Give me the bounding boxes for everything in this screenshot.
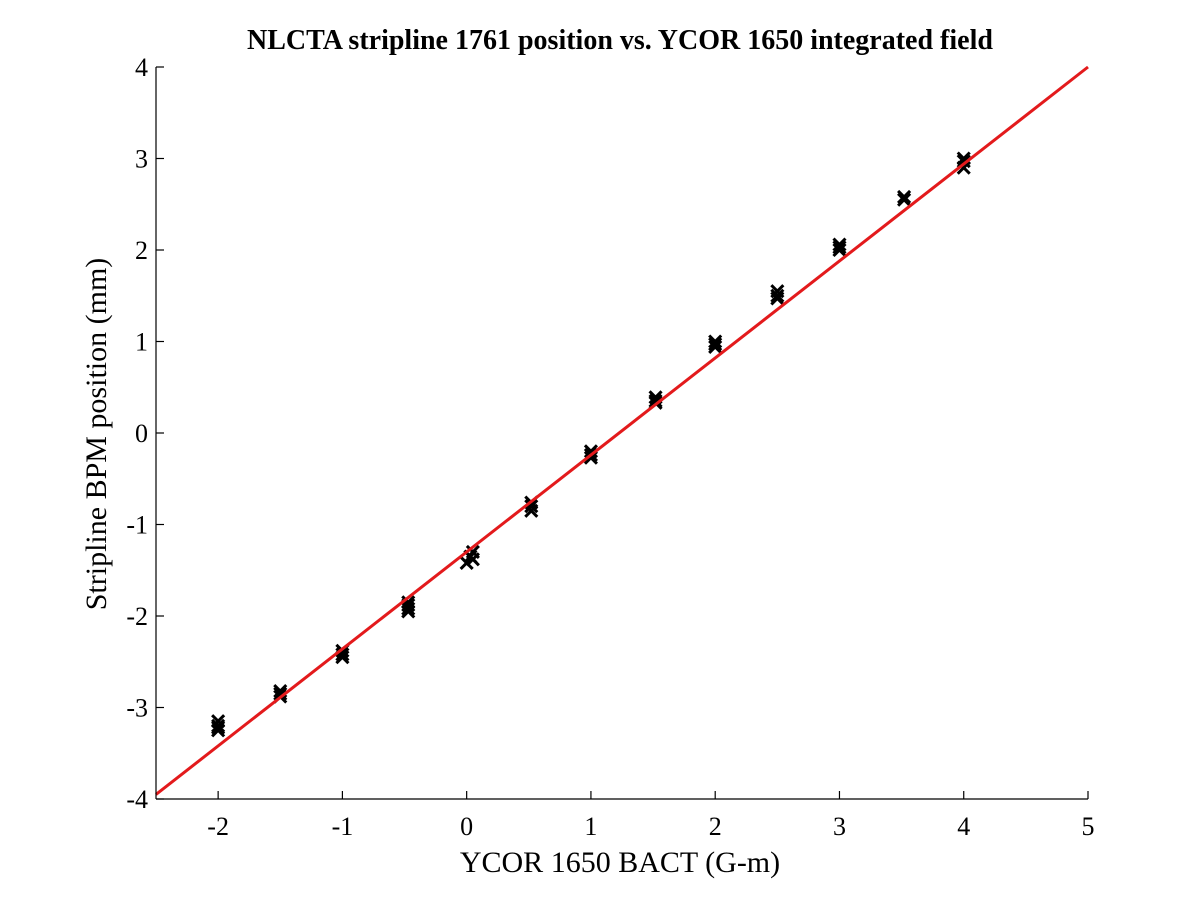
data-point (897, 189, 912, 204)
data-point (273, 686, 288, 701)
y-tick-label: -4 (126, 785, 148, 814)
x-axis-label: YCOR 1650 BACT (G-m) (460, 846, 780, 879)
y-tick-label: 1 (135, 328, 148, 357)
data-point (465, 552, 480, 567)
data-point (708, 337, 723, 352)
y-tick-label: 4 (135, 53, 148, 82)
data-point (770, 288, 785, 303)
x-tick-label: 3 (833, 812, 846, 841)
x-tick-label: 0 (460, 812, 473, 841)
data-point (401, 604, 416, 619)
data-point (401, 601, 416, 616)
x-tick-label: -2 (207, 812, 229, 841)
data-point (956, 160, 971, 175)
y-tick-label: -2 (126, 602, 148, 631)
x-tick-label: 5 (1082, 812, 1095, 841)
y-tick-label: 3 (135, 145, 148, 174)
data-point (832, 237, 847, 252)
data-point (897, 192, 912, 207)
x-tick-label: 1 (584, 812, 597, 841)
data-point (211, 720, 226, 735)
y-tick-label: -3 (126, 694, 148, 723)
data-point (708, 339, 723, 355)
data-point (524, 499, 539, 514)
data-point (524, 503, 539, 518)
x-tick-label: 4 (957, 812, 970, 841)
scatter-points (211, 151, 971, 738)
y-tick-label: 0 (135, 419, 148, 448)
data-point (211, 723, 226, 738)
plot-area (155, 65, 1089, 796)
x-tick-label: -1 (332, 812, 354, 841)
data-point (770, 291, 785, 306)
fit-line (155, 65, 1089, 796)
y-tick-label: -1 (126, 511, 148, 540)
chart-title: NLCTA stripline 1761 position vs. YCOR 1… (247, 25, 993, 56)
x-tick-label: 2 (709, 812, 722, 841)
data-point (832, 242, 847, 258)
data-point (832, 240, 847, 255)
y-axis-ticks: -4 -3 -2 -1 0 1 2 3 4 (126, 53, 164, 814)
y-tick-label: 2 (135, 236, 148, 265)
y-axis-label: Stripline BPM position (mm) (80, 258, 113, 611)
x-axis-ticks: -2 -1 0 1 2 3 4 5 (207, 791, 1095, 841)
data-point (708, 334, 723, 349)
